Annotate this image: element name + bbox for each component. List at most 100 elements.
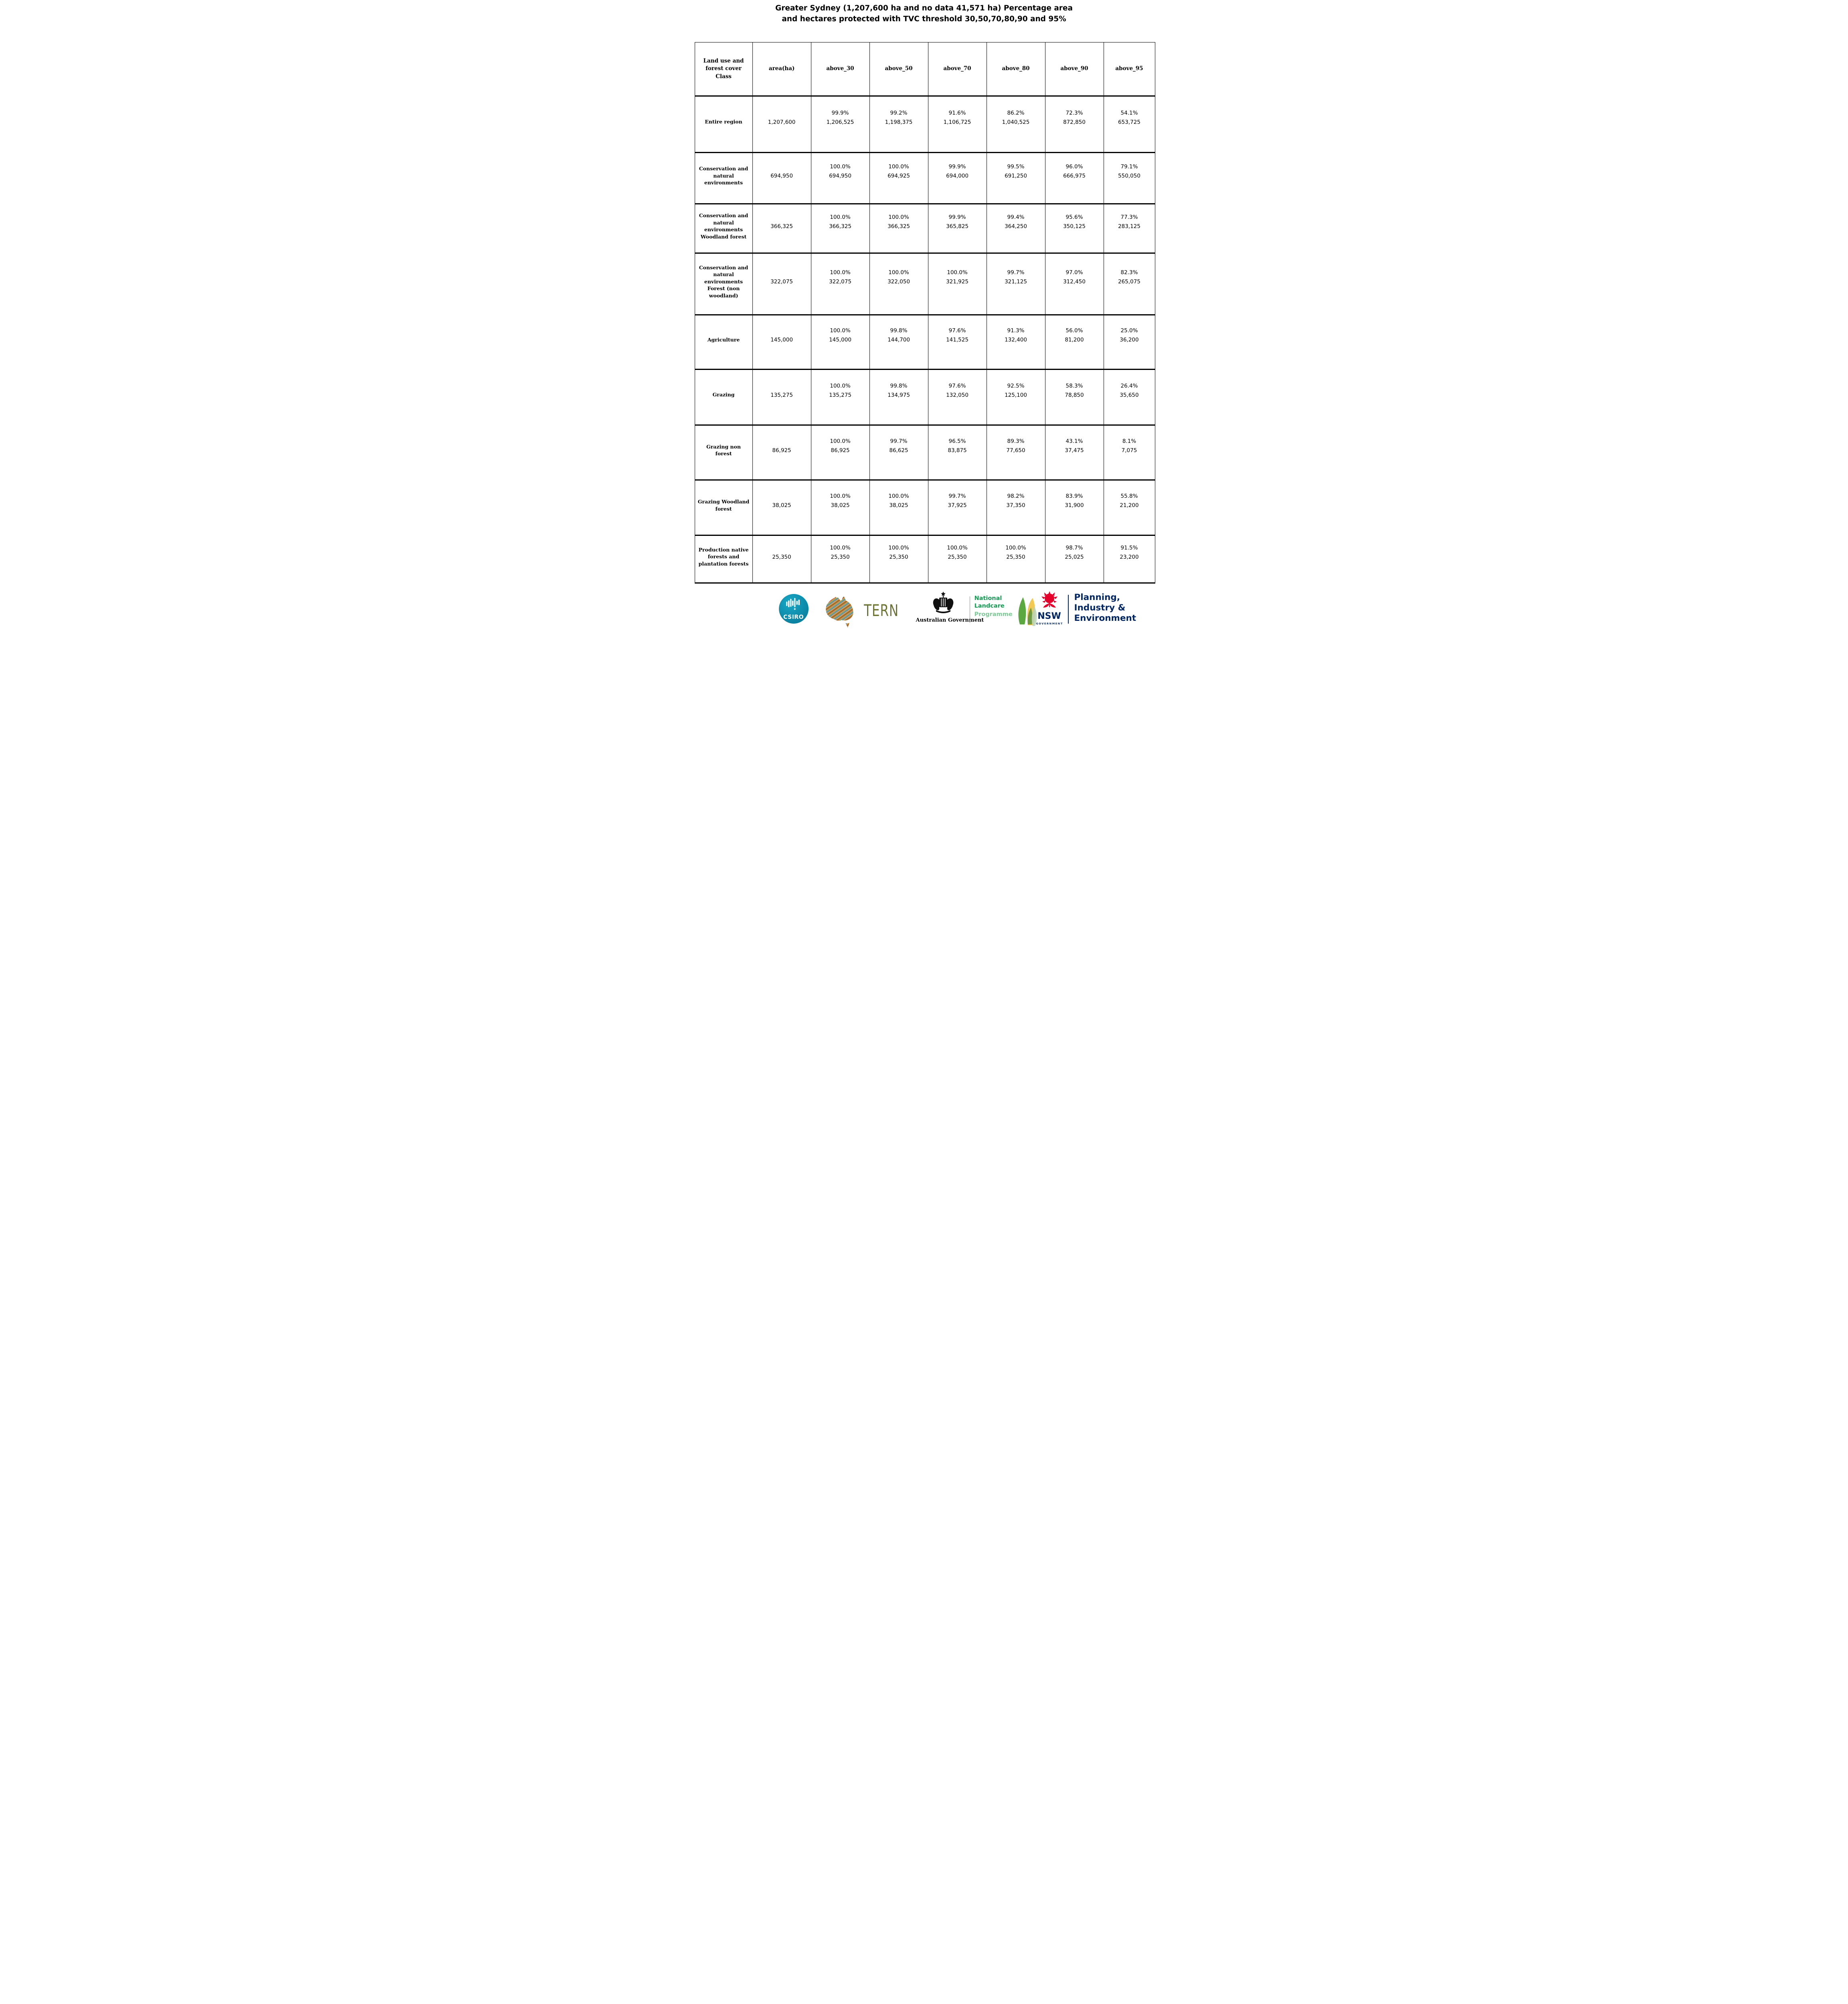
- percent-value: 100.0%: [830, 214, 851, 220]
- hectares-value: 145,000: [770, 337, 793, 343]
- footer-divider-navy: [1068, 595, 1069, 624]
- australian-government-label: Australian Government: [916, 617, 984, 623]
- cell-value-stack: 89.3% 77,650: [1006, 438, 1025, 454]
- header-label: above_95: [1115, 65, 1143, 72]
- threshold-cell: 99.5% 691,250: [987, 153, 1045, 203]
- nsw-government-logo: NSW GOVERNMENT: [1036, 591, 1063, 625]
- area-cell: 145,000: [753, 315, 811, 369]
- hectares-value: 365,825: [946, 223, 968, 230]
- hectares-value: 132,400: [1005, 337, 1027, 343]
- cell-value-stack: 97.6% 132,050: [946, 383, 968, 398]
- class-cell: Entire region: [695, 97, 753, 152]
- percent-value: 72.3%: [1066, 109, 1083, 116]
- cell-value-stack: 98.7% 25,025: [1065, 545, 1084, 560]
- hectares-value: 350,125: [1063, 223, 1086, 230]
- threshold-cell: 100.0% 322,075: [811, 254, 870, 314]
- table-row: Grazing Woodland forest 38,025 100.0% 38,02…: [695, 481, 1155, 536]
- header-cell: Land use and forest cover Class: [695, 42, 753, 95]
- percent-value: 55.8%: [1120, 493, 1138, 499]
- hectares-value: 321,125: [1005, 279, 1027, 285]
- percent-value: 99.7%: [1007, 269, 1025, 276]
- class-cell: Grazing: [695, 370, 753, 424]
- threshold-cell: 83.9% 31,900: [1045, 481, 1104, 535]
- table-row: Entire region 1,207,600 99.9% 1,206,525 99.2…: [695, 97, 1155, 153]
- threshold-cell: 58.3% 78,850: [1045, 370, 1104, 424]
- percent-value: 83.9%: [1066, 493, 1083, 499]
- hectares-value: 86,925: [831, 447, 850, 454]
- threshold-cell: 100.0% 145,000: [811, 315, 870, 369]
- percent-value: 25.0%: [1120, 327, 1138, 334]
- table-row: Grazing non forest 86,925 100.0% 86,925 99.7…: [695, 426, 1155, 481]
- table-row: Land use and forest cover Class area(ha) a…: [695, 42, 1155, 97]
- header-cell: above_70: [928, 42, 987, 95]
- cell-value-stack: 694,950: [770, 164, 793, 179]
- hectares-value: 135,275: [770, 392, 793, 398]
- dpie-line-3: Environment: [1074, 613, 1136, 623]
- percent-value: 8.1%: [1122, 438, 1136, 444]
- threshold-cell: 99.7% 321,125: [987, 254, 1045, 314]
- threshold-cell: 91.5% 23,200: [1104, 536, 1155, 582]
- percent-value: 82.3%: [1120, 269, 1138, 276]
- threshold-cell: 97.0% 312,450: [1045, 254, 1104, 314]
- percent-value: 100.0%: [830, 493, 851, 499]
- hectares-value: 364,250: [1005, 223, 1027, 230]
- threshold-cell: 99.8% 134,975: [870, 370, 928, 424]
- cell-value-stack: 100.0% 322,075: [829, 269, 851, 285]
- hectares-value: 694,950: [770, 173, 793, 179]
- class-label: Grazing non forest: [706, 443, 741, 457]
- hectares-value: 322,075: [770, 279, 793, 285]
- national-landcare-logo: National Landcare Programme: [975, 595, 1045, 627]
- percent-value: 100.0%: [1005, 544, 1026, 551]
- hectares-value: 25,025: [1065, 554, 1084, 560]
- cell-value-stack: 100.0% 366,325: [888, 214, 910, 230]
- header-label: Land use and forest cover Class: [703, 57, 744, 80]
- class-cell: Conservation and natural environments: [695, 153, 753, 203]
- header-label: above_90: [1060, 65, 1088, 72]
- threshold-cell: 99.8% 144,700: [870, 315, 928, 369]
- table-row: Conservation and natural environments Wo…: [695, 204, 1155, 254]
- threshold-cell: 99.2% 1,198,375: [870, 97, 928, 152]
- hectares-value: 38,025: [889, 502, 908, 509]
- nsw-government-label: GOVERNMENT: [1036, 622, 1063, 625]
- hectares-value: 81,200: [1065, 337, 1084, 343]
- class-cell: Grazing Woodland forest: [695, 481, 753, 535]
- percent-value: 100.0%: [888, 544, 909, 551]
- cell-value-stack: 56.0% 81,200: [1065, 327, 1084, 343]
- percent-value: 99.9%: [948, 214, 966, 220]
- cell-value-stack: 100.0% 86,925: [830, 438, 850, 454]
- cell-value-stack: 96.0% 666,975: [1063, 164, 1086, 179]
- percent-value: 100.0%: [888, 493, 909, 499]
- cell-value-stack: 99.9% 1,206,525: [827, 110, 854, 125]
- percent-value: 98.7%: [1066, 544, 1083, 551]
- cell-value-stack: 99.7% 321,125: [1005, 269, 1027, 285]
- percent-value: 97.6%: [948, 382, 966, 389]
- threshold-cell: 54.1% 653,725: [1104, 97, 1155, 152]
- percent-value: 100.0%: [830, 269, 851, 276]
- percent-value: 56.0%: [1066, 327, 1083, 334]
- cell-value-stack: 96.5% 83,875: [948, 438, 966, 454]
- percent-value: 99.5%: [1007, 164, 1025, 170]
- tern-logo: TERN: [821, 595, 908, 628]
- hectares-value: 366,325: [888, 223, 910, 230]
- hectares-value: 37,925: [948, 502, 967, 509]
- class-cell: Conservation and natural environments Wo…: [695, 204, 753, 253]
- percent-value: 92.5%: [1007, 382, 1025, 389]
- cell-value-stack: 1,207,600: [768, 110, 796, 125]
- area-cell: 366,325: [753, 204, 811, 253]
- threshold-cell: 92.5% 125,100: [987, 370, 1045, 424]
- percent-value: 79.1%: [1120, 164, 1138, 170]
- hectares-value: 25,350: [772, 554, 791, 560]
- cell-value-stack: 95.6% 350,125: [1063, 214, 1086, 230]
- percent-value: 91.3%: [1007, 327, 1025, 334]
- planning-industry-environment-logo: Planning, Industry & Environment: [1074, 592, 1136, 624]
- cell-value-stack: 99.2% 1,198,375: [885, 110, 913, 125]
- header-label: above_70: [943, 65, 971, 72]
- hectares-value: 144,700: [888, 337, 910, 343]
- cell-value-stack: 58.3% 78,850: [1065, 383, 1084, 398]
- cell-value-stack: 99.9% 694,000: [946, 164, 968, 179]
- header-cell: above_80: [987, 42, 1045, 95]
- cell-value-stack: 79.1% 550,050: [1118, 164, 1140, 179]
- percent-value: 99.8%: [890, 327, 908, 334]
- percent-value: 100.0%: [947, 269, 968, 276]
- cell-value-stack: 86,925: [772, 438, 791, 454]
